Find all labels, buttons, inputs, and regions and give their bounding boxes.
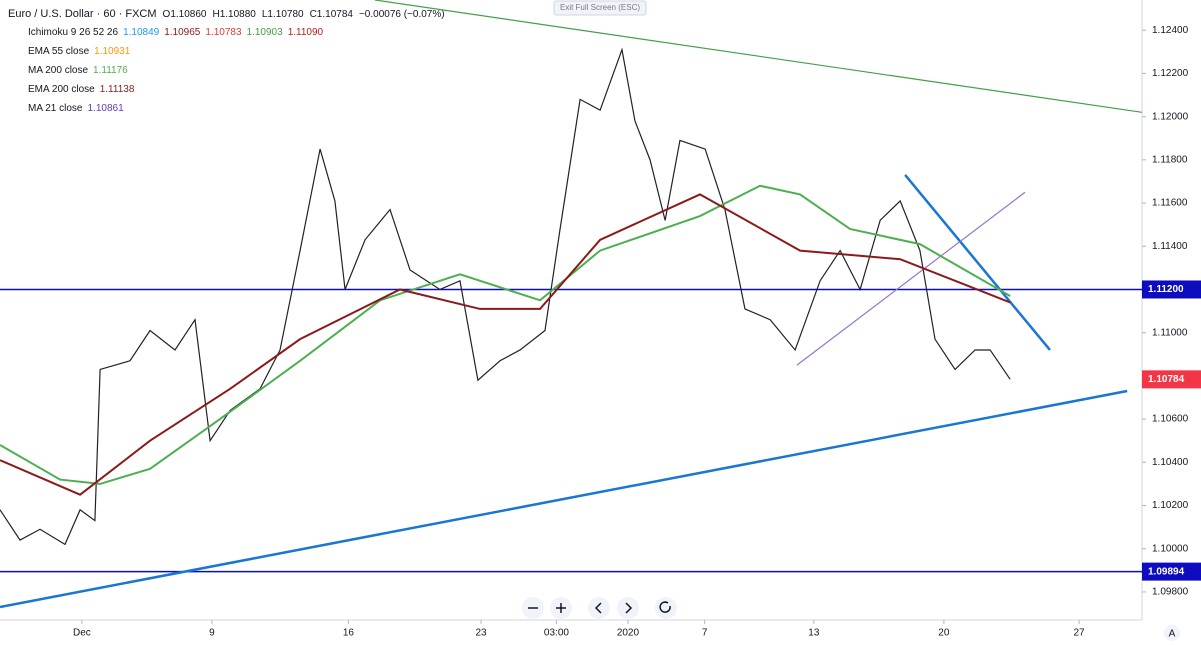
- y-tick-label: 1.12400: [1152, 25, 1189, 36]
- btn[interactable]: [588, 597, 610, 619]
- ohlc-value: O1.10860: [163, 9, 207, 20]
- ohlc-value: H1.10880: [212, 9, 256, 20]
- x-tick-label: 13: [808, 628, 820, 639]
- indicator: MA 200 close 1.11176: [28, 65, 128, 76]
- trendline: [904, 174, 1051, 351]
- ohlc-value: C1.10784: [310, 9, 354, 20]
- button-label[interactable]: Exit Full Screen (ESC): [560, 3, 640, 12]
- indicator-value: 1.10931: [94, 46, 131, 57]
- indicator: MA 21 close 1.10861: [28, 103, 124, 114]
- series-line: [0, 193, 1011, 496]
- indicator-value: 1.10903: [247, 27, 284, 38]
- series-line: [0, 47, 1011, 546]
- indicator-value: 1.10965: [164, 27, 201, 38]
- symbol: Euro / U.S. Dollar · 60 · FXCM: [8, 8, 157, 20]
- y-tick-label: 1.10200: [1152, 500, 1189, 511]
- last-price-bg: [1142, 370, 1201, 389]
- zoom-out[interactable]: [522, 597, 544, 619]
- trendline: [796, 191, 1026, 366]
- btn[interactable]: [655, 597, 677, 619]
- y-tick-label: 1.10000: [1152, 543, 1189, 554]
- indicator-value: 1.11176: [93, 65, 128, 76]
- indicator-value: 1.11090: [288, 27, 324, 38]
- indicator-value: 1.11138: [100, 84, 135, 95]
- last-price-label: 1.10784: [1148, 374, 1185, 385]
- btn[interactable]: [617, 597, 639, 619]
- indicator-value: 1.10861: [87, 103, 124, 114]
- series-line: [0, 184, 1011, 485]
- nav-buttons: [522, 597, 677, 619]
- y-tick-label: 1.11400: [1152, 241, 1188, 252]
- indicator: Ichimoku 9 26 52 26 1.10849 1.10965 1.10783…: [28, 27, 324, 38]
- level-label-bg: [1142, 562, 1201, 581]
- x-tick-label: Dec: [73, 628, 91, 639]
- corner[interactable]: A: [1164, 625, 1180, 641]
- level-label: 1.11200: [1148, 284, 1184, 295]
- corner-label[interactable]: A: [1169, 629, 1176, 640]
- x-tick-label: 27: [1074, 628, 1086, 639]
- reset[interactable]: [655, 597, 677, 619]
- y-tick-label: 1.10600: [1152, 414, 1189, 425]
- y-tick-label: 1.11800: [1152, 155, 1188, 166]
- indicator-name: MA 200 close: [28, 65, 88, 76]
- indicator-value: 1.10849: [123, 27, 160, 38]
- x-tick-label: 03:00: [544, 628, 569, 639]
- indicator-name: EMA 55 close: [28, 46, 90, 57]
- legend: Euro / U.S. Dollar · 60 · FXCM O1.10860 H1…: [8, 8, 445, 114]
- indicator-name: EMA 200 close: [28, 84, 95, 95]
- indicator-value: 1.10783: [205, 27, 242, 38]
- plot-area: [0, 0, 1142, 609]
- exit-fullscreen[interactable]: Exit Full Screen (ESC): [553, 0, 647, 16]
- button-bg[interactable]: [553, 0, 647, 16]
- y-tick-label: 1.11000: [1152, 327, 1188, 338]
- ohlc-value: −0.00076 (−0.07%): [359, 9, 445, 20]
- trendline: [0, 389, 1128, 609]
- title-line: Euro / U.S. Dollar · 60 · FXCM O1.10860 H1…: [8, 8, 445, 20]
- indicator-name: MA 21 close: [28, 103, 83, 114]
- icon[interactable]: [594, 602, 602, 614]
- y-tick-label: 1.10400: [1152, 457, 1189, 468]
- y-tick-label: 1.11600: [1152, 198, 1188, 209]
- x-tick-label: 9: [209, 628, 215, 639]
- x-tick-label: 23: [475, 628, 487, 639]
- x-tick-label: 2020: [617, 628, 640, 639]
- zoom-in[interactable]: [550, 597, 572, 619]
- y-tick-label: 1.12000: [1152, 111, 1189, 122]
- y-tick-label: 1.09800: [1152, 587, 1189, 598]
- indicator: EMA 55 close 1.10931: [28, 46, 131, 57]
- scroll-left[interactable]: [588, 597, 610, 619]
- scroll-right[interactable]: [617, 597, 639, 619]
- x-tick-label: 16: [343, 628, 355, 639]
- indicator-name: Ichimoku 9 26 52 26: [28, 27, 118, 38]
- x-tick-label: 20: [938, 628, 950, 639]
- icon[interactable]: [625, 602, 633, 614]
- y-tick-label: 1.12200: [1152, 68, 1189, 79]
- icon[interactable]: [556, 603, 566, 613]
- indicator: EMA 200 close 1.11138: [28, 84, 135, 95]
- x-tick-label: 7: [702, 628, 708, 639]
- ohlc-value: L1.10780: [262, 9, 304, 20]
- level-label-bg: [1142, 280, 1201, 299]
- icon[interactable]: [659, 601, 671, 613]
- btn[interactable]: [1164, 625, 1180, 641]
- level-label: 1.09894: [1148, 566, 1185, 577]
- trendline: [374, 0, 1142, 113]
